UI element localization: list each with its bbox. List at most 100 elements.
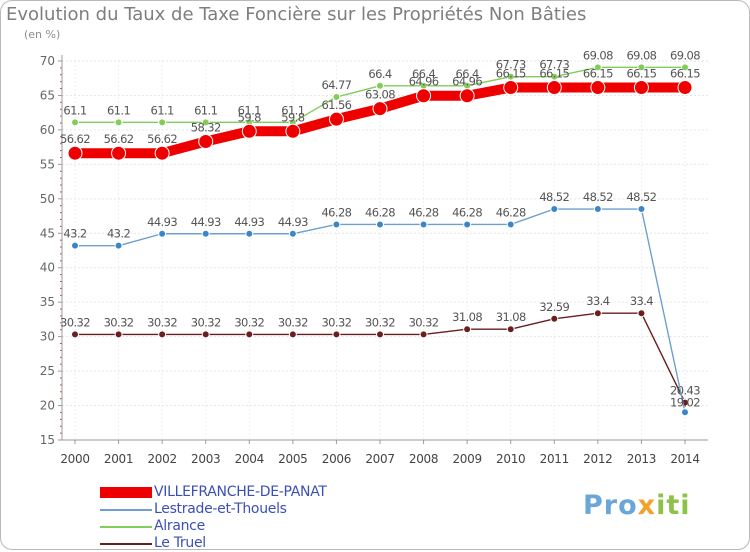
data-point	[245, 229, 254, 238]
data-label: 61.1	[194, 103, 217, 117]
x-tick-label: 2006	[322, 452, 351, 466]
y-tick-label: 15	[40, 433, 55, 447]
data-point	[463, 220, 472, 229]
data-label: 48.52	[626, 190, 656, 204]
x-tick-label: 2005	[278, 452, 307, 466]
data-label: 66.4	[412, 67, 435, 81]
data-point	[590, 80, 606, 96]
data-label: 46.28	[321, 205, 351, 219]
data-label: 46.28	[365, 205, 395, 219]
x-tick-label: 2001	[104, 452, 133, 466]
data-point	[376, 330, 384, 339]
data-point	[332, 330, 341, 339]
x-tick-label: 2003	[191, 452, 220, 466]
y-tick-label: 40	[40, 261, 55, 275]
data-point	[114, 241, 123, 250]
data-point	[677, 80, 693, 96]
data-point	[546, 80, 562, 96]
data-point	[201, 229, 210, 238]
data-point	[332, 220, 341, 229]
y-axis-unit: (en %)	[24, 28, 61, 41]
data-label: 66.15	[583, 67, 613, 81]
legend-swatch	[100, 509, 152, 511]
data-label: 58.32	[191, 120, 221, 134]
data-point	[637, 205, 646, 214]
data-label: 64.96	[409, 75, 439, 89]
data-label: 56.62	[147, 132, 177, 146]
data-point	[550, 205, 559, 214]
data-point	[506, 220, 515, 229]
data-label: 19.02	[670, 395, 700, 409]
data-point	[376, 220, 384, 229]
x-tick-label: 2004	[235, 452, 264, 466]
data-label: 67.73	[496, 58, 526, 72]
legend-swatch	[100, 543, 152, 545]
y-tick-label: 25	[40, 364, 55, 378]
data-label: 61.1	[151, 103, 174, 117]
data-point	[593, 63, 602, 72]
data-point	[681, 63, 689, 72]
data-point	[154, 145, 170, 161]
y-tick-label: 35	[40, 295, 55, 309]
series-le-truel: 30.32 30.32 30.32 30.32 30.32 30.32 30.32 30.32…	[60, 294, 701, 407]
data-label: 66.15	[539, 67, 569, 81]
data-point	[288, 330, 297, 339]
data-label: 48.52	[539, 190, 569, 204]
data-label: 59.8	[281, 110, 304, 124]
legend-label: Lestrade-et-Thouels	[154, 501, 287, 517]
legend-label: VILLEFRANCHE-DE-PANAT	[154, 484, 327, 500]
data-label: 30.32	[234, 315, 264, 329]
data-label: 61.1	[63, 103, 86, 117]
data-label: 69.08	[626, 48, 656, 62]
logo-part: iti	[656, 490, 691, 521]
data-point	[372, 101, 388, 117]
x-tick-label: 2013	[627, 452, 656, 466]
data-point	[637, 309, 646, 318]
data-label: 30.32	[278, 315, 308, 329]
series-villefranche-de-panat: 56.62 56.62 56.62 58.32 59.8 59.8 61.56 63.08 64…	[60, 67, 701, 161]
x-tick-label: 2009	[452, 452, 481, 466]
data-point	[71, 241, 79, 250]
data-point	[158, 229, 167, 238]
data-label: 66.15	[496, 67, 526, 81]
data-label: 20.43	[670, 384, 700, 398]
data-label: 30.32	[191, 315, 221, 329]
data-label: 30.32	[409, 315, 439, 329]
data-point	[71, 118, 79, 127]
x-tick-label: 2008	[409, 452, 438, 466]
data-point	[201, 330, 210, 339]
y-tick-label: 55	[40, 157, 55, 171]
data-point	[633, 80, 649, 96]
logo-part: x	[637, 490, 657, 521]
x-tick-label: 2014	[670, 452, 699, 466]
data-label: 66.15	[626, 67, 656, 81]
data-label: 61.1	[238, 103, 261, 117]
x-tick-label: 2010	[496, 452, 525, 466]
data-point	[158, 118, 167, 127]
legend-label: Alrance	[154, 518, 205, 534]
data-point	[328, 111, 344, 127]
data-label: 30.32	[60, 315, 90, 329]
line-chart: 15 20 25 30 35 40 45 50 55 60 65 70 2000 2001 2002 2003…	[40, 48, 708, 466]
y-tick-label: 65	[40, 88, 55, 102]
plot-area	[62, 61, 708, 440]
y-tick-label: 30	[40, 330, 55, 344]
data-label: 64.77	[321, 78, 351, 92]
data-point	[593, 309, 602, 318]
y-tick-label: 70	[40, 54, 55, 68]
data-label: 32.59	[539, 300, 569, 314]
data-point	[681, 408, 689, 417]
data-label: 31.08	[496, 310, 526, 324]
data-label: 30.32	[147, 315, 177, 329]
data-point	[419, 220, 428, 229]
x-tick-label: 2011	[540, 452, 569, 466]
data-point	[463, 325, 472, 334]
legend-swatch	[100, 487, 152, 498]
data-label: 44.93	[147, 215, 177, 229]
data-label: 64.96	[452, 75, 482, 89]
data-point	[459, 88, 475, 104]
data-point	[550, 314, 559, 323]
data-label: 61.1	[107, 103, 130, 117]
data-point	[114, 118, 123, 127]
data-point	[114, 330, 123, 339]
